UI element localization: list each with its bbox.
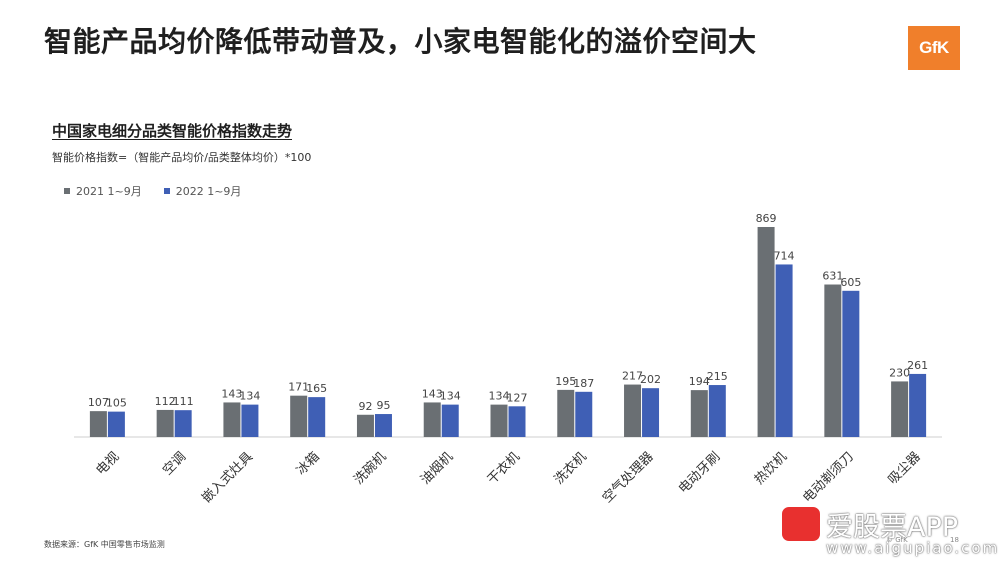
data-label-2022: 111 — [173, 395, 194, 408]
bar-2021 — [557, 389, 575, 437]
data-label-2022: 714 — [774, 249, 795, 262]
data-source-note: 数据来源：GfK 中国零售市场监测 — [44, 540, 165, 549]
category-tick-label: 干衣机 — [484, 449, 523, 488]
data-label-2022: 605 — [840, 276, 861, 289]
data-label-2021: 631 — [822, 270, 843, 283]
bar-2021 — [891, 381, 909, 437]
data-label-2022: 127 — [507, 391, 528, 404]
bar-2022 — [775, 264, 793, 437]
data-label-2022: 134 — [239, 390, 260, 403]
bar-2021 — [89, 411, 107, 437]
data-label-2021: 143 — [422, 387, 443, 400]
slide-headline: 智能产品均价降低带动普及，小家电智能化的溢价空间大 — [44, 25, 757, 58]
legend-swatch-2021 — [64, 188, 70, 194]
data-label-2021: 107 — [88, 396, 109, 409]
chart-subtitle: 智能价格指数=（智能产品均价/品类整体均价）*100 — [52, 151, 312, 164]
category-tick-label: 吸尘器 — [885, 449, 923, 487]
legend-label-2022: 2022 1~9月 — [175, 185, 242, 198]
data-label-2021: 112 — [155, 395, 176, 408]
data-label-2021: 217 — [622, 370, 643, 383]
bar-2022 — [909, 373, 927, 437]
data-label-2021: 134 — [489, 390, 510, 403]
bar-2021 — [423, 402, 441, 437]
bar-2022 — [508, 406, 526, 437]
bar-2022 — [241, 404, 259, 437]
category-tick-label: 热饮机 — [752, 449, 790, 487]
bar-2022 — [441, 404, 459, 437]
category-tick-label: 空调 — [160, 449, 189, 478]
bar-2021 — [356, 414, 374, 437]
bar-2022 — [107, 411, 125, 437]
data-label-2022: 105 — [106, 397, 127, 410]
watermark-name: 爱股票APP — [826, 512, 959, 543]
data-label-2021: 230 — [889, 366, 910, 379]
watermark-url: www.aigupiao.com — [826, 539, 1000, 557]
legend-item-2021: 2021 1~9月 — [64, 183, 142, 199]
legend-label-2021: 2021 1~9月 — [76, 185, 142, 198]
bar-2021 — [156, 409, 174, 437]
bar-2021 — [624, 384, 642, 437]
data-label-2021: 92 — [358, 400, 372, 413]
bar-2021 — [290, 395, 308, 437]
data-label-2022: 165 — [306, 382, 327, 395]
bar-2021 — [690, 390, 708, 437]
data-label-2021: 143 — [221, 387, 242, 400]
data-label-2021: 869 — [756, 212, 777, 225]
copyright-note: © GfK — [886, 536, 908, 544]
category-tick-label: 洗碗机 — [351, 449, 390, 488]
data-label-2022: 187 — [573, 377, 594, 390]
bar-2022 — [842, 290, 860, 437]
data-label-2022: 261 — [907, 359, 928, 372]
bar-2021 — [757, 227, 775, 437]
bar-2022 — [708, 385, 726, 437]
data-label-2021: 194 — [689, 375, 710, 388]
data-label-2022: 95 — [376, 399, 390, 412]
bar-2021 — [824, 284, 842, 437]
aigupiao-logo-icon — [782, 507, 820, 541]
category-tick-label: 电视 — [93, 449, 122, 478]
gfk-logo: GfK — [908, 26, 960, 70]
category-tick-label: 嵌入式灶具 — [199, 449, 256, 506]
legend-swatch-2022 — [163, 188, 170, 194]
legend-item-2022: 2022 1~9月 — [163, 183, 242, 199]
category-tick-label: 电动剃须刀 — [800, 449, 857, 506]
page-number: 18 — [950, 536, 959, 544]
bar-2022 — [174, 410, 192, 437]
data-label-2021: 171 — [288, 381, 309, 394]
data-label-2021: 195 — [555, 375, 576, 388]
category-tick-label: 冰箱 — [293, 449, 323, 479]
bar-2022 — [642, 388, 660, 437]
chart-title: 中国家电细分品类智能价格指数走势 — [52, 122, 293, 140]
category-tick-label: 油烟机 — [418, 449, 456, 487]
data-label-2022: 134 — [440, 390, 461, 403]
data-label-2022: 202 — [640, 373, 661, 386]
category-tick-label: 洗衣机 — [551, 449, 590, 488]
bar-2021 — [490, 404, 508, 437]
bar-2022 — [308, 397, 326, 437]
chart-legend: 2021 1~9月 2022 1~9月 — [64, 183, 241, 199]
category-tick-label: 电动牙刷 — [676, 449, 723, 496]
bar-2022 — [374, 414, 392, 437]
bar-2022 — [575, 391, 593, 437]
watermark: 爱股票APP www.aigupiao.com — [782, 503, 997, 561]
category-tick-label: 空气处理器 — [599, 449, 656, 506]
bar-2021 — [223, 402, 241, 437]
data-label-2022: 215 — [707, 370, 728, 383]
